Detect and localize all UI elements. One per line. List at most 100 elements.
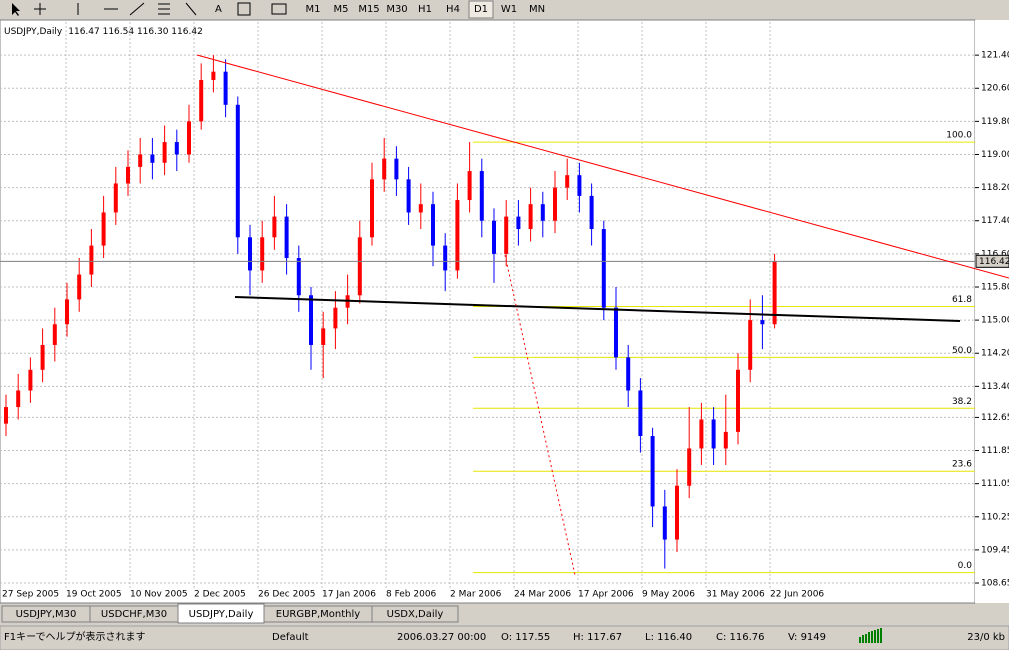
candle-body xyxy=(601,229,606,308)
candle-body xyxy=(479,171,484,221)
timeframe-button[interactable]: D1 xyxy=(474,4,488,15)
candle-body xyxy=(89,245,94,275)
candle-body xyxy=(113,183,118,213)
y-tick-label: 114.20 xyxy=(981,349,1009,359)
last-price-label: 116.42 xyxy=(979,257,1009,267)
candle-body xyxy=(4,407,8,424)
tab-label[interactable]: USDX,Daily xyxy=(387,609,444,620)
candle-body xyxy=(284,216,289,259)
crosshair-tool[interactable] xyxy=(34,3,46,15)
active-timeframe xyxy=(468,0,494,19)
candle-body xyxy=(565,175,570,188)
candle-body xyxy=(174,142,179,155)
x-tick-label: 2 Dec 2005 xyxy=(194,590,246,600)
y-tick-label: 109.45 xyxy=(981,545,1009,555)
candle-body xyxy=(467,171,472,201)
x-tick-label: 17 Apr 2006 xyxy=(578,590,634,600)
y-tick-label: 110.25 xyxy=(981,512,1009,522)
label-tool[interactable] xyxy=(237,2,251,16)
y-tick-label: 121.40 xyxy=(981,51,1009,61)
timeframe-button[interactable]: M5 xyxy=(334,4,349,15)
chart-area xyxy=(0,19,976,604)
y-tick-label: 119.00 xyxy=(981,150,1009,160)
status-close: C: 116.76 xyxy=(716,632,765,643)
candle-body xyxy=(626,357,631,391)
chart-symbol: USDJPY,Daily xyxy=(4,27,63,37)
status-profile: Default xyxy=(272,632,309,643)
candle-body xyxy=(162,142,167,163)
status-volume: V: 9149 xyxy=(788,632,826,643)
timeframe-button[interactable]: W1 xyxy=(501,4,517,15)
candle-body xyxy=(382,158,387,180)
candle-body xyxy=(16,390,21,408)
drawing-tools[interactable] xyxy=(77,2,197,16)
candle-body xyxy=(589,195,594,230)
y-tick-label: 120.60 xyxy=(981,84,1009,94)
y-tick-label: 119.80 xyxy=(981,117,1009,127)
fib-label: 50.0 xyxy=(952,346,972,356)
candle-body xyxy=(614,307,618,358)
status-time: 2006.03.27 00:00 xyxy=(397,632,486,643)
x-tick-label: 26 Dec 2005 xyxy=(258,590,316,600)
status-help: F1キーでヘルプが表示されます xyxy=(4,630,146,643)
cursor-tool[interactable] xyxy=(12,3,20,16)
x-tick-label: 10 Nov 2005 xyxy=(130,590,188,600)
candle-body xyxy=(272,216,277,238)
tab-label[interactable]: USDJPY,M30 xyxy=(16,609,77,620)
x-tick-label: 19 Oct 2005 xyxy=(66,590,122,600)
resistance-trendline xyxy=(196,54,1009,279)
candle-body xyxy=(101,212,106,246)
candle-body xyxy=(650,436,655,507)
candle-body xyxy=(748,320,753,370)
y-tick-label: 108.65 xyxy=(981,579,1009,589)
chart-header: USDJPY,Daily 116.47 116.54 116.30 116.42 xyxy=(4,27,203,37)
candle-body xyxy=(455,200,460,271)
candle-body xyxy=(150,154,155,163)
text-tool[interactable]: A xyxy=(215,4,222,15)
x-tick-label: 24 Mar 2006 xyxy=(514,590,571,600)
tab-label[interactable]: EURGBP,Monthly xyxy=(276,609,361,620)
candle-body xyxy=(248,237,252,271)
candle-body xyxy=(723,431,728,449)
candle-body xyxy=(528,204,533,230)
arrow-tool[interactable] xyxy=(271,3,287,15)
candle-body xyxy=(52,324,57,345)
timeframe-button[interactable]: M15 xyxy=(358,4,379,15)
price-axis xyxy=(975,20,1009,603)
candle-body xyxy=(333,307,338,329)
candle-body xyxy=(28,369,33,391)
timeframe-button[interactable]: MN xyxy=(529,4,545,15)
candle-body xyxy=(443,245,448,271)
timeframe-button[interactable]: M1 xyxy=(306,4,321,15)
timeframe-button[interactable]: H4 xyxy=(446,4,460,15)
y-tick-label: 111.05 xyxy=(981,479,1009,489)
candle-body xyxy=(406,179,411,213)
timeframe-button[interactable]: H1 xyxy=(418,4,432,15)
status-high: H: 117.67 xyxy=(573,632,622,643)
connection-indicator xyxy=(859,628,882,643)
tab-label[interactable]: USDJPY,Daily xyxy=(189,609,254,620)
candle-body xyxy=(760,320,765,325)
status-low: L: 116.40 xyxy=(645,632,692,643)
y-tick-label: 112.65 xyxy=(981,413,1009,423)
tab-label[interactable]: USDCHF,M30 xyxy=(101,609,167,620)
candle-body xyxy=(65,299,69,325)
tabs: USDJPY,M30 USDCHF,M30 USDJPY,Daily EURGBP,M… xyxy=(1,603,459,624)
candle-body xyxy=(223,71,228,105)
toolbar-tools: A M1 M5 M15 M30 H1 H4 D1 W1 MN xyxy=(12,0,545,19)
candle-body xyxy=(699,419,704,449)
tab[interactable] xyxy=(371,605,459,623)
candle-body xyxy=(772,261,777,325)
candle-body xyxy=(309,295,313,345)
candle-body xyxy=(492,220,496,254)
y-tick-label: 113.40 xyxy=(981,382,1009,392)
timeframe-button[interactable]: M30 xyxy=(386,4,407,15)
candle-body xyxy=(504,216,509,254)
candle-body xyxy=(138,154,143,167)
support-line xyxy=(234,296,961,322)
candle-body xyxy=(736,369,740,432)
y-tick-label: 116.60 xyxy=(981,249,1009,259)
candle-body xyxy=(577,175,582,196)
y-tick-label: 115.80 xyxy=(981,282,1009,292)
